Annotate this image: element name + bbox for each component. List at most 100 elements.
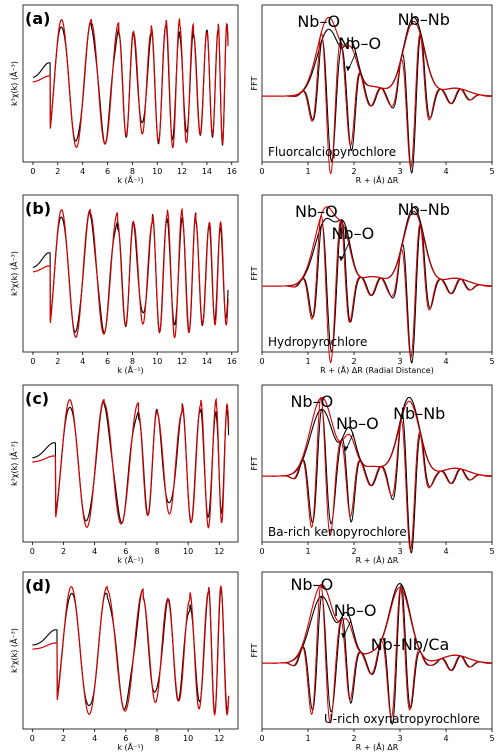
x-tick-label: 2 [55,357,60,366]
arrow-head [343,446,349,451]
y-axis-label: FFT [250,643,259,657]
x-tick-label: 1 [305,167,310,176]
y-axis-label: k³χ(k) (Å⁻³) [8,441,19,486]
x-tick-label: 2 [351,167,356,176]
panel-3-kspace [22,384,239,545]
x-tick-label: 4 [443,734,448,743]
x-tick-label: 8 [154,734,159,743]
x-tick-label: 0 [30,357,35,366]
panel-3-rspace [261,384,493,554]
x-tick-label: 3 [397,547,402,556]
x-tick-label: 0 [259,357,264,366]
x-tick-label: 12 [214,734,224,743]
panel-label: (a) [25,9,50,28]
panel-2-rspace [261,194,493,364]
x-tick-label: 4 [92,734,97,743]
x-tick-label: 4 [443,547,448,556]
x-tick-label: 1 [305,357,310,366]
x-tick-label: 0 [30,734,35,743]
series-fit-imaginary [262,583,493,724]
panel-label: (d) [25,576,51,595]
series-fit-line [32,397,230,529]
x-tick-label: 14 [202,167,212,176]
peak-annotation: Nb–O [290,392,333,411]
peak-annotation: Nb–Nb [398,10,450,29]
x-tick-label: 5 [489,167,494,176]
x-tick-label: 8 [154,547,159,556]
panel-4-kspace [22,571,239,732]
x-tick-label: 2 [351,734,356,743]
mineral-label: Hydropyrochlore [268,335,367,349]
x-axis-label: k (Å⁻¹) [117,174,143,185]
x-axis-label: k (Å⁻¹) [117,554,143,565]
x-tick-label: 12 [177,167,187,176]
series-fit-imaginary [262,396,493,551]
x-tick-label: 5 [489,547,494,556]
peak-annotation: Nb–O [290,575,333,594]
y-axis-label: k³χ(k) (Å⁻³) [8,61,19,106]
x-tick-label: 1 [305,547,310,556]
series-experiment-imaginary [262,219,493,364]
x-tick-label: 0 [30,547,35,556]
plot-frame [261,194,493,353]
plot-frame [22,4,239,163]
y-axis-label: k³χ(k) (Å⁻³) [8,628,19,673]
x-tick-label: 6 [123,547,128,556]
series-experiment-imaginary [262,408,493,554]
panel-4-rspace [261,571,493,732]
x-tick-label: 5 [489,357,494,366]
peak-annotation: Nb–O [334,601,377,620]
x-tick-label: 8 [130,167,135,176]
series-fit-line [32,584,230,717]
x-tick-label: 2 [55,167,60,176]
panel-1-kspace [22,4,239,165]
x-tick-label: 10 [183,547,193,556]
x-tick-label: 4 [443,357,448,366]
x-tick-label: 2 [351,357,356,366]
x-tick-label: 10 [152,167,162,176]
x-tick-label: 5 [489,734,494,743]
panel-2-kspace [22,194,239,355]
x-tick-label: 2 [61,547,66,556]
arrow-head [341,633,347,638]
peak-annotation: Nb–O [295,202,338,221]
arrow-head [338,256,344,261]
x-tick-label: 4 [80,357,85,366]
x-axis-label: k (Å⁻¹) [117,364,143,375]
x-tick-label: 10 [152,357,162,366]
series-fit-line [32,17,229,149]
arrow-head [345,66,351,71]
x-tick-label: 6 [123,734,128,743]
plot-frame [22,384,239,543]
panel-label: (c) [25,389,49,408]
x-tick-label: 4 [92,547,97,556]
x-tick-label: 8 [130,357,135,366]
x-tick-label: 2 [351,547,356,556]
x-tick-label: 14 [202,357,212,366]
x-tick-label: 0 [259,167,264,176]
x-tick-label: 3 [397,734,402,743]
series-experiment-imaginary [262,583,493,725]
peak-annotation: Nb–O [297,12,340,31]
x-tick-label: 2 [61,734,66,743]
x-tick-label: 4 [443,167,448,176]
plot-frame [261,384,493,543]
peak-annotation: Nb–O [338,34,381,53]
series-fit-line [32,207,229,339]
mineral-label: Fluorcalciopyrochlore [268,145,396,159]
x-tick-label: 0 [30,167,35,176]
x-tick-label: 12 [214,547,224,556]
x-tick-label: 3 [397,167,402,176]
mineral-label: Ba-rich kenopyrochlore [268,525,407,539]
peak-annotation: Nb–Nb/Ca [371,635,450,654]
x-tick-label: 6 [105,357,110,366]
peak-annotation: Nb–Nb [398,200,450,219]
series-fit-imaginary [262,214,493,364]
x-tick-label: 6 [105,167,110,176]
x-axis-label: R + (Å) ΔR [356,741,399,752]
x-tick-label: 3 [397,357,402,366]
y-axis-label: FFT [250,76,259,90]
series-experiment-imaginary [262,33,493,174]
x-tick-label: 10 [183,734,193,743]
x-tick-label: 0 [259,734,264,743]
